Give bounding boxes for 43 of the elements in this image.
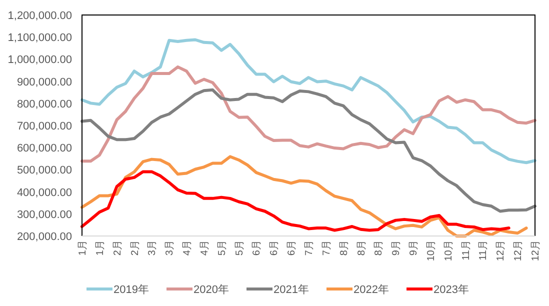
x-tick-label: 6月 bbox=[286, 240, 298, 256]
x-tick-label: 8月 bbox=[338, 240, 350, 256]
x-tick-label: 3月 bbox=[147, 240, 158, 256]
y-tick-label: 400,000.00 bbox=[16, 186, 72, 199]
x-tick-label: 5月 bbox=[234, 240, 246, 256]
y-tick-label: 1,000,000.00 bbox=[8, 54, 72, 66]
y-tick-label: 200,000.00 bbox=[16, 231, 72, 243]
x-tick-label: 11月 bbox=[460, 240, 472, 260]
x-tick-label: 12月 bbox=[513, 240, 524, 262]
legend-label: 2019年 bbox=[114, 284, 149, 296]
x-tick-label: 9月 bbox=[408, 240, 420, 256]
y-tick-label: 900,000.00 bbox=[16, 76, 72, 88]
y-tick-label: 600,000.00 bbox=[16, 142, 72, 155]
x-tick-label: 6月 bbox=[252, 240, 263, 256]
y-tick-label: 300,000.00 bbox=[16, 208, 72, 221]
x-tick-label: 12月 bbox=[530, 240, 542, 262]
x-tick-label: 8月 bbox=[356, 240, 368, 256]
x-tick-label: 2月 bbox=[130, 240, 141, 256]
x-tick-label: 10月 bbox=[443, 240, 454, 262]
legend-label: 2020年 bbox=[194, 284, 229, 296]
x-tick-label: 4月 bbox=[182, 240, 194, 256]
x-tick-label: 8月 bbox=[374, 240, 385, 256]
x-tick-label: 3月 bbox=[164, 240, 176, 256]
x-tick-label: 10月 bbox=[426, 240, 437, 262]
x-tick-label: 11月 bbox=[478, 240, 490, 260]
x-tick-label: 7月 bbox=[321, 240, 332, 256]
x-tick-label: 1月 bbox=[78, 240, 88, 256]
x-tick-label: 5月 bbox=[216, 240, 228, 256]
y-tick-label: 800,000.00 bbox=[16, 98, 72, 110]
x-tick-label: 2月 bbox=[112, 240, 124, 256]
y-tick-label: 700,000.00 bbox=[16, 120, 72, 132]
x-tick-label: 4月 bbox=[199, 240, 210, 256]
legend-label: 2023年 bbox=[434, 284, 469, 296]
x-tick-label: 12月 bbox=[496, 240, 507, 262]
y-tick-label: 500,000.00 bbox=[16, 164, 72, 177]
y-tick-label: 1,200,000.00 bbox=[8, 10, 72, 22]
x-tick-label: 6月 bbox=[269, 240, 280, 256]
x-tick-label: 1月 bbox=[94, 240, 106, 256]
legend-label: 2021年 bbox=[274, 284, 309, 296]
y-tick-label: 1,100,000.00 bbox=[8, 32, 72, 44]
x-tick-label: 7月 bbox=[304, 240, 315, 256]
x-tick-label: 9月 bbox=[391, 240, 402, 256]
legend-label: 2022年 bbox=[354, 284, 389, 296]
